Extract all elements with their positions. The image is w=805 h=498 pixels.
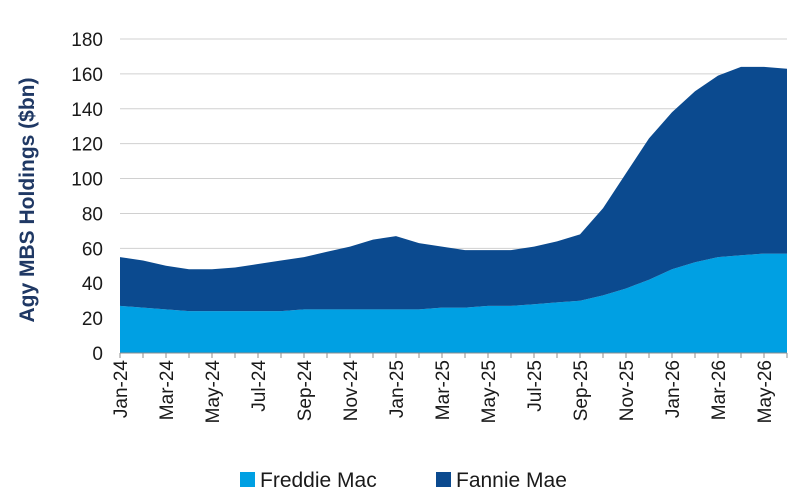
x-tick-label: Mar-26 [709, 360, 730, 420]
legend-label: Freddie Mac [260, 469, 377, 492]
y-tick-label: 100 [71, 170, 103, 191]
y-tick-label: 60 [82, 239, 103, 260]
y-tick-label: 0 [92, 344, 103, 365]
x-tick-label: Nov-24 [341, 360, 362, 422]
legend-swatch [436, 472, 451, 487]
x-tick-label: May-26 [755, 360, 776, 423]
y-tick-label: 80 [82, 204, 103, 225]
x-tick-label: Jul-24 [249, 360, 270, 412]
legend-label: Fannie Mae [456, 469, 567, 492]
x-tick-label: Jan-25 [387, 360, 408, 418]
area-series-2 [120, 66, 787, 312]
x-axis: Jan-24 Mar-24 May-24 Jul-24 Sep-24 Nov-24 Jan-… [111, 352, 788, 424]
y-tick-label: 140 [71, 100, 103, 121]
x-tick-label: Sep-24 [295, 360, 316, 422]
y-tick-label: 180 [71, 30, 103, 51]
series-areas [120, 66, 787, 353]
x-tick-label: Jan-26 [663, 360, 684, 418]
y-axis-label: Agy MBS Holdings ($bn) [16, 78, 39, 323]
x-tick-label: Jan-24 [111, 360, 132, 419]
x-tick-label: May-24 [203, 360, 224, 424]
area-series-1 [120, 253, 787, 353]
x-tick-label: Mar-24 [157, 360, 178, 421]
x-tick-label: Jul-25 [525, 360, 546, 412]
y-tick-label: 120 [71, 135, 103, 156]
y-tick-label: 40 [82, 274, 103, 295]
legend: Freddie Mac Fannie Mae [240, 469, 567, 492]
y-axis: 0 20 40 60 80 100 120 140 160 180 [71, 30, 103, 365]
x-tick-label: Nov-25 [617, 360, 638, 421]
y-tick-label: 20 [82, 309, 103, 330]
y-tick-label: 160 [71, 65, 103, 86]
x-tick-label: Sep-25 [571, 360, 592, 421]
x-tick-label: Mar-25 [433, 360, 454, 420]
x-tick-label: May-25 [479, 360, 500, 423]
legend-swatch [240, 472, 255, 487]
